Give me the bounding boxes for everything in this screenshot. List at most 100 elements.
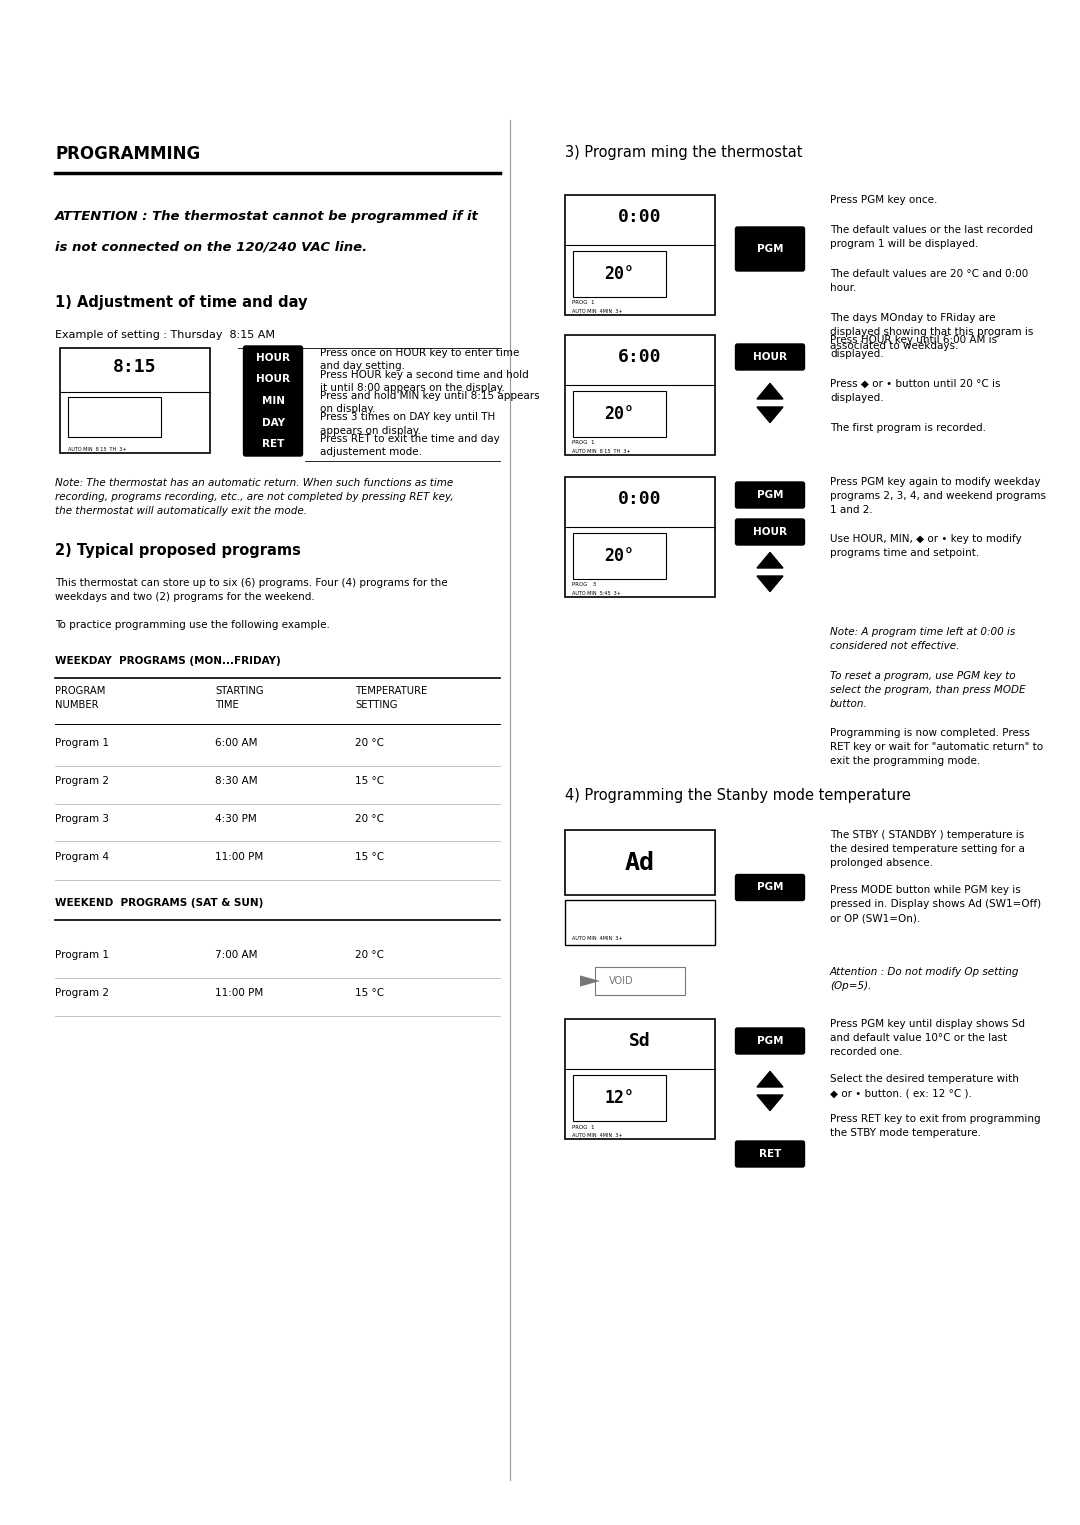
- Text: STARTING
TIME: STARTING TIME: [215, 686, 264, 709]
- Text: Press RET key to exit from programming
the STBY mode temperature.: Press RET key to exit from programming t…: [831, 1113, 1041, 1138]
- Text: 1) Adjustment of time and day: 1) Adjustment of time and day: [55, 294, 308, 310]
- Text: Ad: Ad: [625, 851, 654, 874]
- Text: PROG  1: PROG 1: [572, 300, 595, 305]
- Text: DAY: DAY: [261, 418, 284, 427]
- Text: 11:00 PM: 11:00 PM: [215, 988, 264, 997]
- FancyBboxPatch shape: [243, 432, 302, 456]
- Text: Note: The thermostat has an automatic return. When such functions as time
record: Note: The thermostat has an automatic re…: [55, 479, 454, 517]
- Text: 6:00: 6:00: [618, 348, 662, 366]
- Text: WEEKEND  PROGRAMS (SAT & SUN): WEEKEND PROGRAMS (SAT & SUN): [55, 898, 264, 907]
- Text: Press RET to exit the time and day
adjustement mode.: Press RET to exit the time and day adjus…: [320, 435, 500, 457]
- Text: Attention : Do not modify Op setting
(Op=5).: Attention : Do not modify Op setting (Op…: [831, 967, 1020, 991]
- Text: The default values are 20 °C and 0:00
hour.: The default values are 20 °C and 0:00 ho…: [831, 268, 1028, 293]
- Bar: [565, 195, 715, 316]
- Text: AUTO MIN  5:45  3+: AUTO MIN 5:45 3+: [572, 590, 621, 596]
- Polygon shape: [757, 407, 783, 422]
- Bar: [67, 398, 161, 438]
- Text: Press PGM key once.: Press PGM key once.: [831, 195, 937, 204]
- Polygon shape: [757, 552, 783, 567]
- Text: 15 °C: 15 °C: [355, 776, 384, 785]
- FancyBboxPatch shape: [735, 1141, 805, 1167]
- Text: HOUR: HOUR: [256, 375, 291, 384]
- Text: Program 1: Program 1: [55, 738, 109, 747]
- FancyBboxPatch shape: [243, 410, 302, 435]
- Bar: [565, 477, 715, 596]
- Text: Program 2: Program 2: [55, 988, 109, 997]
- Text: 12°: 12°: [604, 1089, 634, 1107]
- Bar: [572, 392, 665, 438]
- Text: PGM: PGM: [757, 883, 783, 892]
- FancyBboxPatch shape: [735, 1028, 805, 1054]
- FancyBboxPatch shape: [735, 482, 805, 508]
- Text: Program 3: Program 3: [55, 813, 109, 824]
- Polygon shape: [757, 1095, 783, 1110]
- Text: The STBY ( STANDBY ) temperature is
the desired temperature setting for a
prolon: The STBY ( STANDBY ) temperature is the …: [831, 830, 1025, 868]
- Text: HOUR: HOUR: [753, 528, 787, 537]
- Text: Program 2: Program 2: [55, 776, 109, 785]
- FancyBboxPatch shape: [735, 518, 805, 544]
- Text: Press HOUR key until 6:00 AM is
displayed.: Press HOUR key until 6:00 AM is displaye…: [831, 336, 997, 358]
- Text: Programming is now completed. Press
RET key or wait for "automatic return" to
ex: Programming is now completed. Press RET …: [831, 727, 1043, 766]
- Text: is not connected on the 120/240 VAC line.: is not connected on the 120/240 VAC line…: [55, 239, 367, 253]
- Bar: [565, 1019, 715, 1139]
- Text: 15 °C: 15 °C: [355, 988, 384, 997]
- Text: RET: RET: [759, 1148, 781, 1159]
- Bar: [565, 900, 715, 946]
- Text: Press PGM key again to modify weekday
programs 2, 3, 4, and weekend programs
1 a: Press PGM key again to modify weekday pr…: [831, 477, 1047, 515]
- Text: Press PGM key until display shows Sd
and default value 10°C or the last
recorded: Press PGM key until display shows Sd and…: [831, 1019, 1025, 1057]
- Text: 4:30 PM: 4:30 PM: [215, 813, 257, 824]
- Text: PROG   3: PROG 3: [572, 583, 597, 587]
- Text: Program 1: Program 1: [55, 950, 109, 959]
- Text: This thermostat can store up to six (6) programs. Four (4) programs for the
week: This thermostat can store up to six (6) …: [55, 578, 447, 602]
- Text: 8:30 AM: 8:30 AM: [215, 776, 258, 785]
- Bar: [60, 348, 210, 453]
- Polygon shape: [757, 576, 783, 592]
- Text: 15 °C: 15 °C: [355, 851, 384, 862]
- Text: 20°: 20°: [604, 265, 634, 284]
- Text: PGM: PGM: [757, 490, 783, 500]
- Text: 7:00 AM: 7:00 AM: [215, 950, 257, 959]
- Text: Press MODE button while PGM key is
pressed in. Display shows Ad (SW1=Off)
or OP : Press MODE button while PGM key is press…: [831, 884, 1041, 923]
- Text: Example of setting : Thursday  8:15 AM: Example of setting : Thursday 8:15 AM: [55, 329, 275, 340]
- FancyBboxPatch shape: [243, 368, 302, 392]
- Text: Press 3 times on DAY key until TH
appears on display.: Press 3 times on DAY key until TH appear…: [320, 412, 496, 436]
- Text: VOID: VOID: [608, 976, 633, 987]
- Text: ATTENTION : The thermostat cannot be programmed if it: ATTENTION : The thermostat cannot be pro…: [55, 210, 478, 223]
- Text: HOUR: HOUR: [753, 352, 787, 361]
- Text: MIN: MIN: [261, 396, 284, 406]
- Text: Press once on HOUR key to enter time
and day setting.: Press once on HOUR key to enter time and…: [320, 348, 519, 371]
- Text: 20 °C: 20 °C: [355, 738, 384, 747]
- Text: PGM: PGM: [757, 244, 783, 255]
- Text: AUTO MIN  4MIN  3+: AUTO MIN 4MIN 3+: [572, 936, 623, 941]
- Text: Press HOUR key a second time and hold
it until 8:00 appears on the display.: Press HOUR key a second time and hold it…: [320, 369, 529, 393]
- Text: Use HOUR, MIN, ◆ or • key to modify
programs time and setpoint.: Use HOUR, MIN, ◆ or • key to modify prog…: [831, 534, 1022, 558]
- Text: PROGRAM
NUMBER: PROGRAM NUMBER: [55, 686, 106, 709]
- Text: The first program is recorded.: The first program is recorded.: [831, 422, 986, 433]
- Polygon shape: [757, 383, 783, 400]
- FancyBboxPatch shape: [243, 346, 302, 371]
- Text: 20°: 20°: [604, 547, 634, 566]
- Text: To reset a program, use PGM key to
select the program, than press MODE
button.: To reset a program, use PGM key to selec…: [831, 671, 1026, 709]
- Text: Select the desired temperature with
◆ or • button. ( ex: 12 °C ).: Select the desired temperature with ◆ or…: [831, 1074, 1018, 1098]
- Bar: [565, 336, 715, 454]
- Bar: [572, 252, 665, 297]
- Bar: [595, 967, 685, 994]
- Text: Press ◆ or • button until 20 °C is
displayed.: Press ◆ or • button until 20 °C is displ…: [831, 380, 1000, 403]
- Text: 3) Program ming the thermostat: 3) Program ming the thermostat: [565, 145, 802, 160]
- Bar: [572, 1075, 665, 1121]
- Text: 6:00 AM: 6:00 AM: [215, 738, 257, 747]
- Text: 20°: 20°: [604, 406, 634, 424]
- Polygon shape: [580, 976, 600, 987]
- Text: 20 °C: 20 °C: [355, 950, 384, 959]
- Text: RET: RET: [261, 439, 284, 448]
- Text: Program 4: Program 4: [55, 851, 109, 862]
- Text: PROGRAMMING: PROGRAMMING: [55, 145, 200, 163]
- Text: To practice programming use the following example.: To practice programming use the followin…: [55, 621, 329, 630]
- FancyBboxPatch shape: [735, 874, 805, 900]
- FancyBboxPatch shape: [735, 345, 805, 371]
- Text: Press and hold MIN key until 8:15 appears
on display.: Press and hold MIN key until 8:15 appear…: [320, 390, 540, 415]
- Text: 2) Typical proposed programs: 2) Typical proposed programs: [55, 543, 301, 558]
- Bar: [572, 534, 665, 580]
- Text: PGM: PGM: [757, 1035, 783, 1046]
- Text: PROG  1: PROG 1: [572, 1124, 595, 1130]
